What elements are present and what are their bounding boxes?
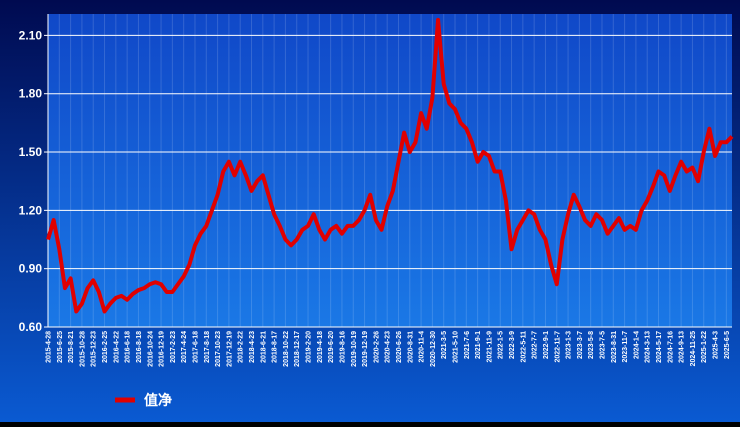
plot-area xyxy=(48,14,732,327)
x-tick-label: 2021-5-10 xyxy=(453,331,460,363)
x-tick-label: 2016-8-18 xyxy=(136,331,143,363)
x-tick-label: 2018-6-21 xyxy=(260,331,267,363)
x-tick-label: 2020-12-30 xyxy=(430,331,437,367)
x-tick-label: 2015-8-21 xyxy=(68,331,75,363)
x-tick-label: 2024-5-17 xyxy=(656,331,663,363)
x-tick-label: 2019-8-16 xyxy=(339,331,346,363)
x-tick-label: 2024-1-4 xyxy=(633,331,640,359)
x-tick-label: 2017-6-18 xyxy=(192,331,199,363)
x-tick-label: 2023-7-5 xyxy=(599,331,606,359)
x-tick-label: 2018-8-17 xyxy=(272,331,279,363)
x-tick-label: 2022-11-7 xyxy=(554,331,561,363)
x-tick-label: 2022-5-11 xyxy=(520,331,527,363)
x-tick-label: 2022-7-7 xyxy=(532,331,539,359)
x-tick-label: 2016-6-18 xyxy=(125,331,132,363)
x-tick-label: 2016-12-19 xyxy=(159,331,166,367)
x-tick-label: 2024-3-13 xyxy=(645,331,652,363)
x-tick-label: 2020-11-4 xyxy=(419,331,426,363)
y-tick-label: 0.60 xyxy=(19,320,43,334)
x-tick-label: 2023-1-3 xyxy=(566,331,573,359)
legend-label: 值净 xyxy=(144,392,172,408)
x-tick-label: 2017-8-18 xyxy=(204,331,211,363)
x-tick-label: 2019-12-19 xyxy=(362,331,369,367)
x-tick-label: 2020-6-26 xyxy=(396,331,403,363)
x-tick-label: 2023-8-31 xyxy=(611,331,618,363)
x-tick-label: 2020-8-31 xyxy=(407,331,414,363)
x-tick-label: 2018-2-22 xyxy=(238,331,245,363)
x-tick-label: 2020-4-23 xyxy=(385,331,392,363)
x-tick-label: 2024-7-16 xyxy=(667,331,674,363)
series-line xyxy=(46,17,734,314)
x-tick-label: 2019-4-18 xyxy=(317,331,324,363)
y-tick-label: 1.50 xyxy=(19,145,43,159)
x-tick-label: 2017-12-19 xyxy=(226,331,233,367)
x-tick-label: 2024-11-25 xyxy=(690,331,697,367)
x-tick-label: 2017-10-23 xyxy=(215,331,222,367)
x-tick-label: 2016-10-24 xyxy=(147,331,154,367)
x-tick-label: 2020-2-26 xyxy=(373,331,380,363)
x-tick-label: 2021-7-6 xyxy=(464,331,471,359)
x-tick-label: 2023-3-7 xyxy=(577,331,584,359)
x-tick-label: 2019-10-19 xyxy=(351,331,358,367)
x-tick-label: 2021-11-9 xyxy=(486,331,493,363)
x-tick-label: 2017-2-23 xyxy=(170,331,177,363)
x-tick-label: 2016-2-25 xyxy=(102,331,109,363)
x-tick-label: 2015-4-28 xyxy=(46,331,53,363)
x-tick-label: 2018-12-17 xyxy=(294,331,301,367)
x-tick-label: 2022-1-5 xyxy=(498,331,505,359)
y-tick-label: 1.20 xyxy=(19,203,43,217)
x-tick-label: 2015-12-23 xyxy=(91,331,98,367)
x-tick-label: 2021-9-1 xyxy=(475,331,482,359)
x-tick-label: 2018-10-22 xyxy=(283,331,290,367)
x-tick-label: 2023-11-7 xyxy=(622,331,629,363)
x-tick-label: 2015-10-28 xyxy=(79,331,86,367)
x-tick-label: 2019-6-20 xyxy=(328,331,335,363)
x-tick-label: 2018-4-23 xyxy=(249,331,256,363)
x-tick-label: 2016-4-22 xyxy=(113,331,120,363)
x-tick-label: 2022-3-9 xyxy=(509,331,516,359)
x-tick-label: 2017-4-24 xyxy=(181,331,188,363)
y-tick-label: 2.10 xyxy=(19,28,43,42)
y-tick-label: 0.90 xyxy=(19,262,43,276)
x-tick-label: 2025-4-3 xyxy=(713,331,720,359)
x-tick-label: 2015-6-25 xyxy=(57,331,64,363)
x-tick-label: 2025-1-22 xyxy=(701,331,708,363)
x-tick-label: 2024-9-13 xyxy=(679,331,686,363)
x-tick-label: 2023-5-8 xyxy=(588,331,595,359)
x-tick-label: 2021-3-5 xyxy=(441,331,448,359)
y-tick-label: 1.80 xyxy=(19,87,43,101)
x-tick-label: 2019-2-20 xyxy=(306,331,313,363)
x-tick-label: 2022-9-1 xyxy=(543,331,550,359)
x-tick-label: 2025-6-5 xyxy=(724,331,731,359)
